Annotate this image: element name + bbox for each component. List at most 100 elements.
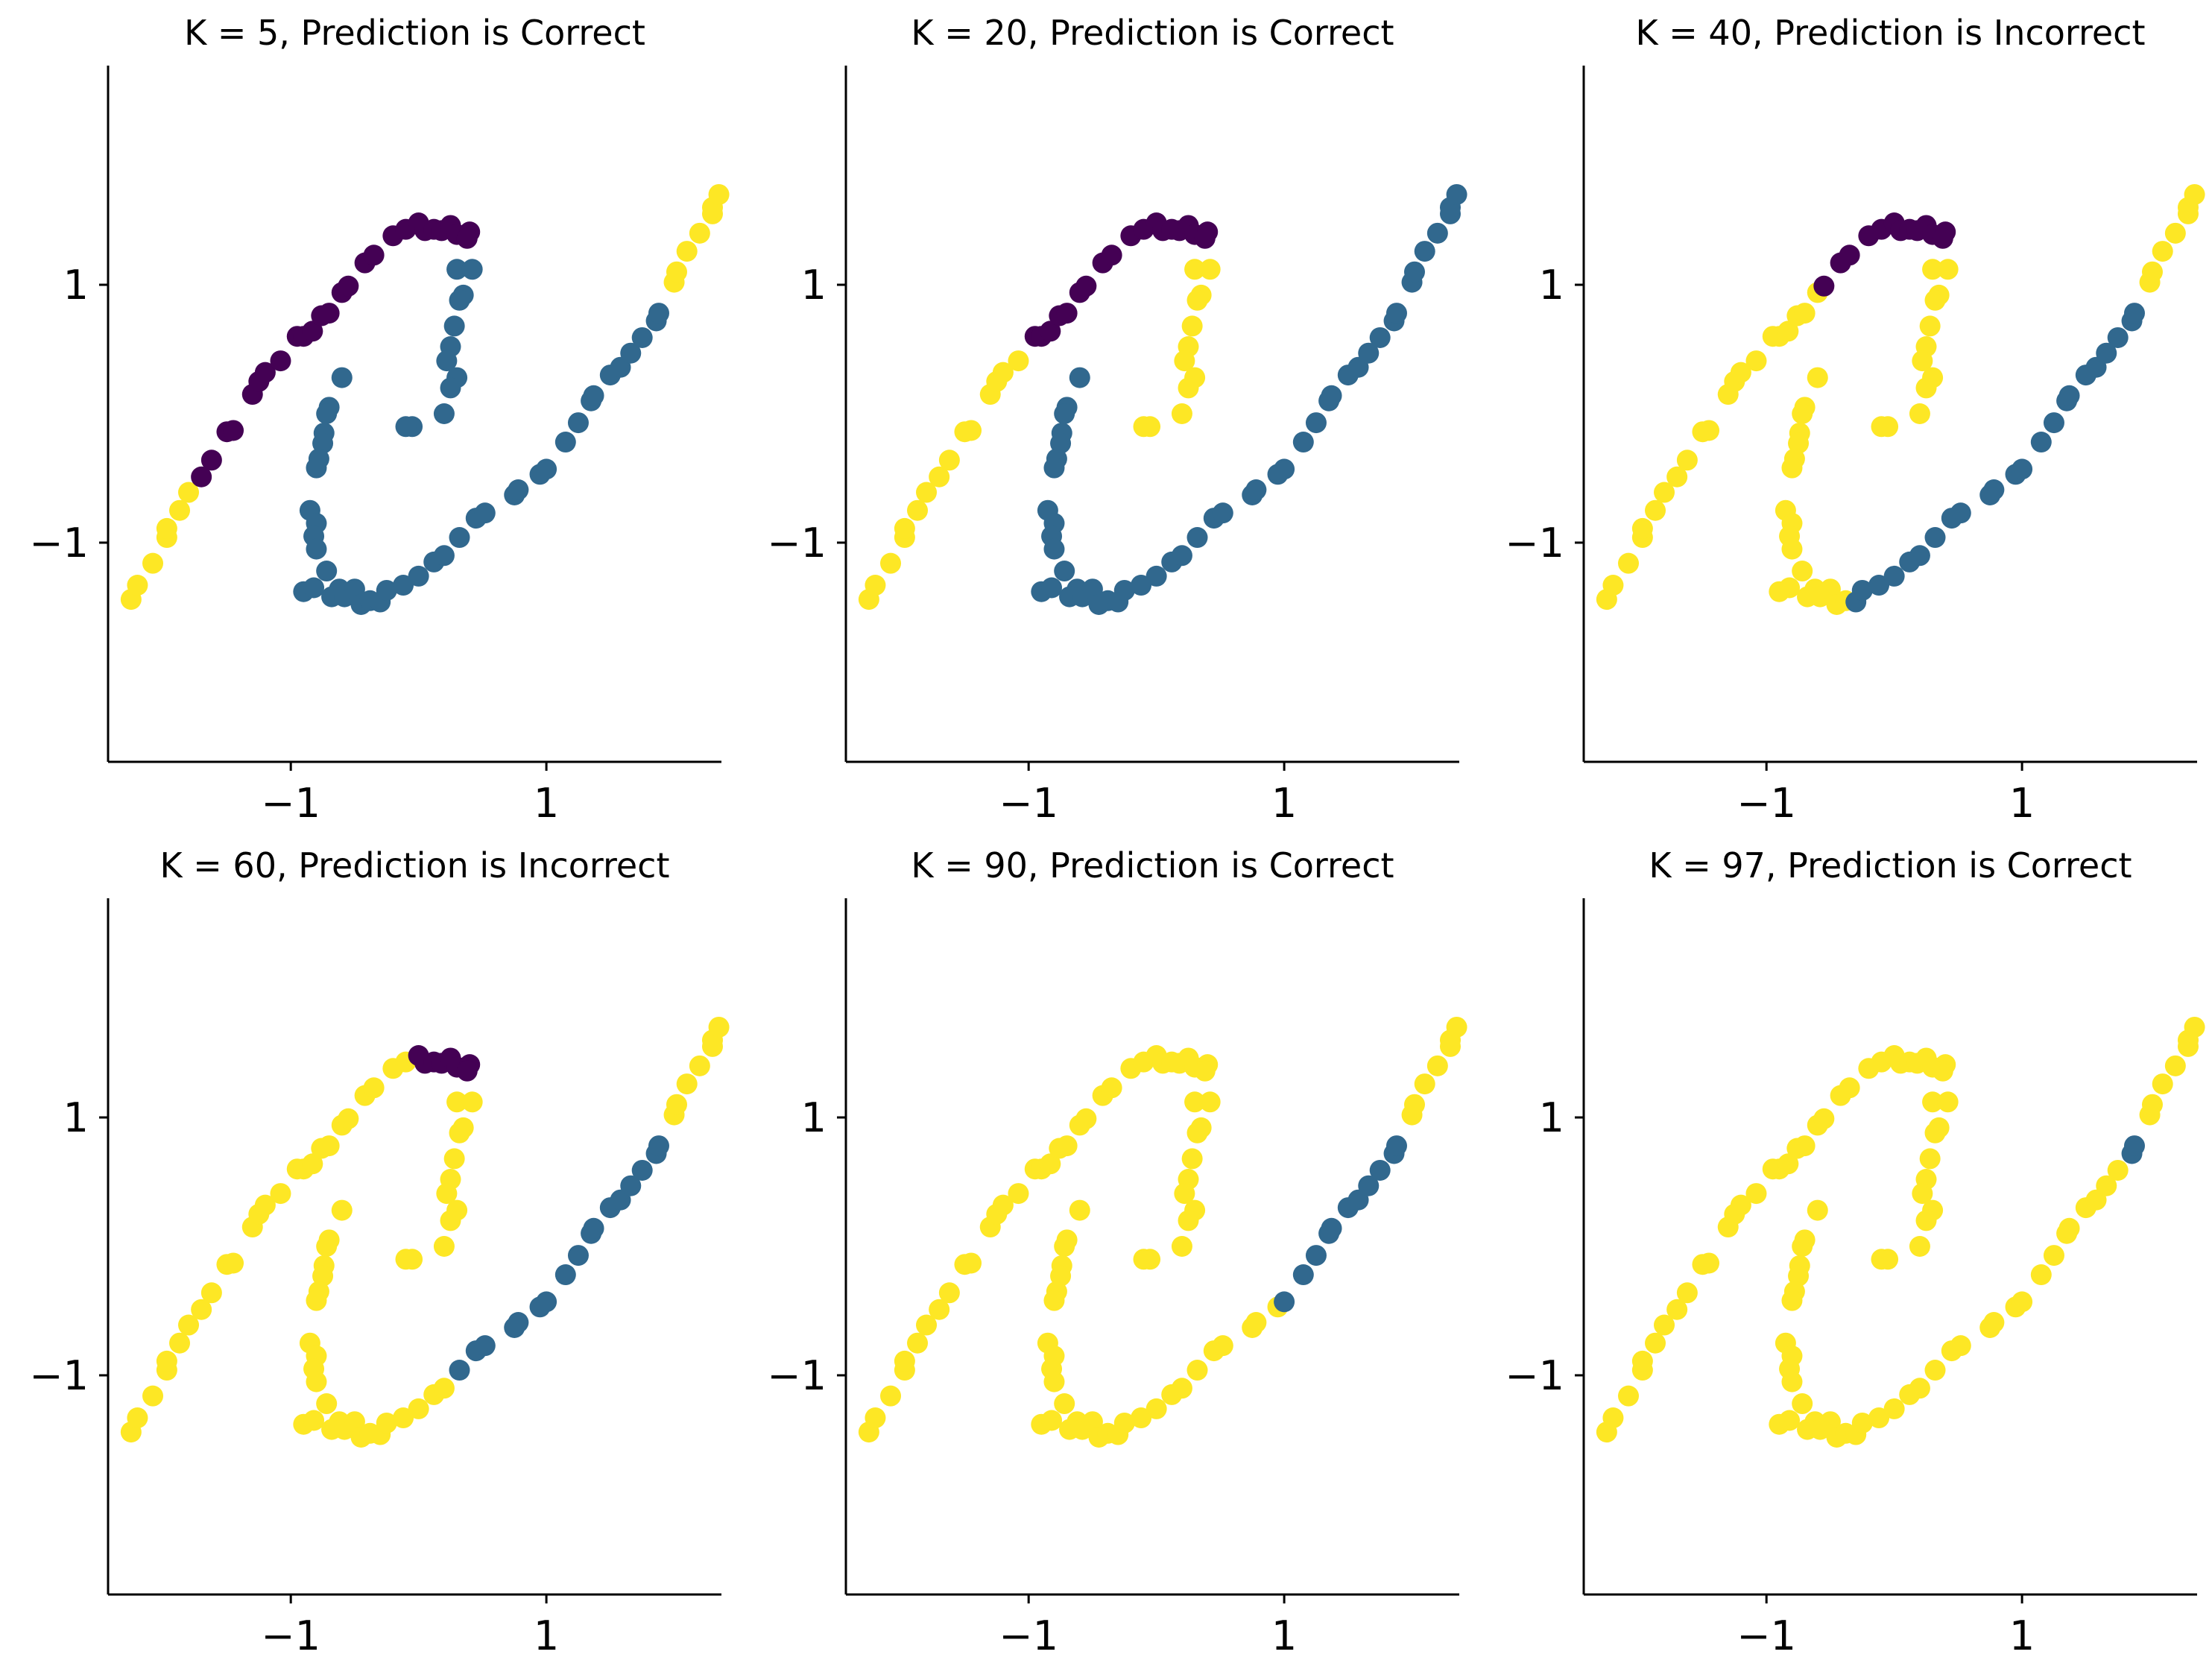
scatter-point bbox=[1645, 499, 1666, 521]
scatter-point bbox=[1983, 479, 2005, 501]
scatter-point bbox=[2123, 1135, 2145, 1157]
scatter-point bbox=[1113, 1412, 1135, 1433]
scatter-point bbox=[1781, 457, 1803, 479]
scatter-point bbox=[1186, 1122, 1208, 1144]
subplot-title: K = 40, Prediction is Incorrect bbox=[1635, 13, 2145, 53]
scatter-point bbox=[1426, 222, 1448, 244]
scatter-point bbox=[376, 1412, 397, 1433]
scatter-point bbox=[306, 538, 327, 560]
scatter-point bbox=[178, 1314, 200, 1336]
scatter-point bbox=[1792, 561, 1813, 582]
x-tick-label: −1 bbox=[999, 1612, 1058, 1659]
scatter-point bbox=[631, 327, 653, 348]
scatter-point bbox=[2123, 303, 2145, 324]
scatter-point bbox=[254, 362, 276, 383]
scatter-point bbox=[1054, 561, 1075, 582]
scatter-point bbox=[1924, 1360, 1946, 1381]
scatter-point bbox=[2107, 1159, 2129, 1181]
subplot-1: K = 5, Prediction is Correct −1 1 −1 1 bbox=[29, 13, 730, 827]
scatter-point bbox=[461, 1091, 483, 1113]
scatter-point bbox=[1292, 432, 1314, 453]
scatter-point bbox=[1054, 403, 1075, 424]
scatter-point bbox=[938, 449, 960, 471]
scatter-point bbox=[2141, 1094, 2163, 1115]
scatter-point bbox=[456, 1060, 478, 1082]
scatter-point bbox=[1056, 303, 1078, 324]
scatter-point bbox=[191, 1299, 212, 1320]
scatter-point bbox=[1909, 545, 1930, 567]
scatter-point bbox=[1146, 565, 1167, 587]
scatter-point bbox=[907, 499, 929, 521]
scatter-point bbox=[169, 499, 191, 521]
scatter-point bbox=[2184, 1016, 2205, 1038]
scatter-point bbox=[1730, 362, 1751, 383]
scatter-point bbox=[1414, 241, 1435, 262]
scatter-point bbox=[508, 1312, 529, 1334]
subplot-4: K = 60, Prediction is Incorrect −1 1 −1 1 bbox=[29, 845, 730, 1659]
scatter-point bbox=[393, 1407, 414, 1429]
scatter-point bbox=[446, 259, 468, 280]
scatter-point bbox=[2012, 458, 2033, 480]
x-tick-label: 1 bbox=[1271, 780, 1297, 827]
scatter-point bbox=[127, 575, 148, 596]
scatter-point bbox=[1101, 1077, 1122, 1099]
scatter-point bbox=[1924, 289, 1946, 311]
x-tick-label: 1 bbox=[534, 780, 559, 827]
scatter-point bbox=[1043, 538, 1065, 560]
scatter-point bbox=[1358, 342, 1380, 364]
scatter-point bbox=[1779, 577, 1801, 599]
scatter-point bbox=[1792, 1236, 1813, 1257]
scatter-point bbox=[554, 432, 576, 453]
scatter-point bbox=[1369, 327, 1391, 348]
y-tick-label: −1 bbox=[767, 520, 827, 567]
x-tick-label: −1 bbox=[1737, 1612, 1796, 1659]
scatter-point bbox=[1414, 1073, 1435, 1095]
scatter-point bbox=[2012, 1291, 2033, 1313]
scatter-point bbox=[440, 377, 461, 399]
scatter-point bbox=[302, 321, 323, 342]
scatter-point bbox=[1871, 416, 1892, 438]
scatter-point bbox=[1171, 1236, 1192, 1257]
scatter-point bbox=[1178, 1210, 1199, 1231]
scatter-point bbox=[1883, 1398, 1905, 1419]
scatter-point bbox=[1730, 1194, 1751, 1216]
scatter-point bbox=[1745, 1183, 1767, 1205]
scatter-point bbox=[1186, 1360, 1208, 1381]
scatter-point bbox=[316, 561, 338, 582]
scatter-point bbox=[1069, 367, 1090, 388]
scatter-point bbox=[2152, 1073, 2173, 1095]
scatter-point bbox=[1950, 502, 1971, 524]
scatter-point bbox=[1321, 1217, 1342, 1239]
scatter-point bbox=[1839, 1077, 1860, 1099]
scatter-point bbox=[676, 1073, 698, 1095]
scatter-point bbox=[331, 367, 353, 388]
scatter-point bbox=[1654, 482, 1675, 503]
scatter-point bbox=[1919, 1148, 1941, 1170]
scatter-point bbox=[1131, 575, 1152, 596]
scatter-point bbox=[708, 183, 730, 205]
subplot-5: K = 90, Prediction is Correct −1 1 −1 1 bbox=[767, 845, 1467, 1659]
scatter-point bbox=[191, 466, 212, 488]
scatter-point bbox=[1069, 1199, 1090, 1221]
scatter-point bbox=[1194, 1060, 1216, 1082]
scatter-point bbox=[1645, 1332, 1666, 1354]
scatter-point bbox=[1777, 321, 1799, 342]
subplot-title: K = 5, Prediction is Correct bbox=[184, 13, 645, 53]
scatter-point bbox=[1618, 552, 1640, 574]
scatter-point bbox=[648, 303, 669, 324]
scatter-point bbox=[1912, 1183, 1933, 1205]
subplot-3: K = 40, Prediction is Incorrect −1 1 −1 1 bbox=[1505, 13, 2205, 827]
y-tick-label: −1 bbox=[1505, 1352, 1564, 1399]
subplot-title: K = 60, Prediction is Incorrect bbox=[159, 845, 669, 886]
scatter-point bbox=[1915, 377, 1937, 399]
scatter-point bbox=[1184, 1091, 1206, 1113]
scatter-point bbox=[449, 527, 470, 549]
scatter-point bbox=[1101, 245, 1122, 266]
scatter-point bbox=[440, 1210, 461, 1231]
scatter-point bbox=[178, 482, 200, 503]
scatter-point bbox=[408, 565, 429, 587]
scatter-point bbox=[1186, 289, 1208, 311]
x-tick-label: 1 bbox=[534, 1612, 559, 1659]
scatter-point bbox=[1745, 350, 1767, 372]
scatter-point bbox=[306, 457, 327, 479]
